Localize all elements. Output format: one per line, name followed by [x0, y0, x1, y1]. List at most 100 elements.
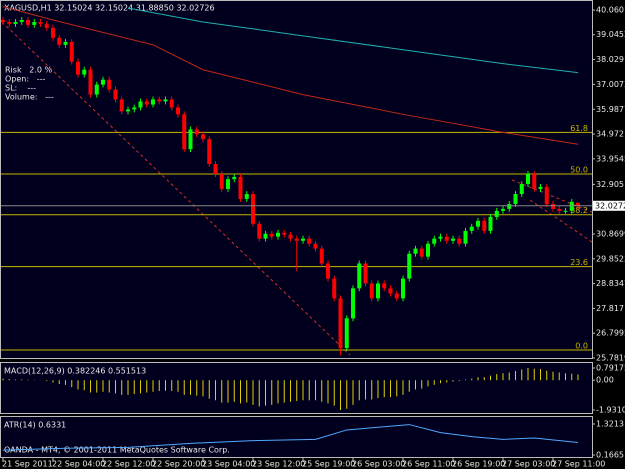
y-tick-label: -1.93103 — [596, 406, 625, 415]
candle-body — [1, 19, 5, 22]
candle-body — [138, 101, 143, 108]
candle-body — [126, 109, 130, 112]
candle-body — [444, 236, 449, 241]
candle-body — [44, 23, 49, 28]
y-tick-label: 0.1665 — [596, 451, 624, 460]
moving-average — [2, 6, 579, 145]
y-tick-label: 29.8523 — [596, 254, 625, 263]
y-tick-label: 33.9545 — [596, 154, 625, 163]
x-tick-label: 26 Sep 19:00 — [452, 460, 505, 469]
candle-body — [532, 174, 537, 189]
candle-body — [38, 21, 43, 24]
candle-body — [169, 99, 174, 108]
candle-body — [119, 99, 124, 112]
candle-body — [176, 107, 180, 115]
candle-body — [413, 248, 418, 254]
candle-body — [432, 238, 437, 244]
y-tick-label: 26.7995 — [596, 329, 625, 338]
candle-body — [576, 202, 580, 206]
candle-body — [244, 194, 249, 199]
candle-body — [7, 21, 12, 24]
main-panel — [0, 0, 593, 359]
y-tick-label: 25.7819 — [596, 354, 625, 363]
trend-line — [529, 199, 593, 243]
candle-body — [369, 283, 374, 299]
candle-body — [351, 288, 355, 319]
x-tick-label: 21 Sep 2011 — [2, 460, 53, 469]
y-tick-label: 0.00 — [596, 376, 614, 385]
candle-body — [301, 238, 305, 241]
y-tick-label: 1.3213 — [596, 420, 624, 429]
candle-body — [388, 288, 393, 294]
trend-line — [1, 21, 351, 356]
candle-body — [238, 176, 243, 199]
fib-label: 38.2 — [570, 206, 588, 215]
candle-body — [63, 41, 68, 45]
candle-body — [332, 278, 337, 299]
candle-body — [132, 107, 137, 110]
candle-body — [344, 318, 349, 349]
candle-body — [182, 114, 187, 150]
candle-body — [257, 223, 262, 239]
candle-body — [288, 234, 293, 239]
y-tick-label: 34.9721 — [596, 130, 625, 139]
candle-body — [207, 139, 212, 165]
candle-body — [544, 186, 549, 205]
x-tick-label: 27 Sep 11:00 — [552, 460, 605, 469]
candle-body — [51, 27, 55, 38]
candle-body — [438, 236, 443, 239]
indicator-title: ATR(14) 0.6331 — [4, 421, 66, 430]
info-text: Volume: --- — [5, 93, 54, 102]
candle-body — [401, 278, 405, 299]
candle-body — [157, 99, 162, 102]
candle-body — [13, 21, 18, 24]
candle-body — [201, 134, 205, 140]
x-tick-label: 23 Sep 04:00 — [202, 460, 255, 469]
fib-label: 50.0 — [570, 166, 588, 175]
y-tick-label: 28.8347 — [596, 279, 625, 288]
y-tick-label: 39.04525 — [596, 30, 625, 39]
candle-body — [476, 220, 480, 227]
candle-body — [276, 232, 280, 237]
x-tick-label: 23 Sep 12:00 — [252, 460, 305, 469]
candle-body — [57, 37, 62, 45]
candle-body — [363, 263, 368, 284]
candle-body — [94, 84, 99, 95]
indicator-title: MACD(12,26,9) 0.382246 0.551513 — [4, 367, 146, 376]
candle-body — [269, 233, 274, 237]
candle-body — [263, 233, 268, 239]
candle-body — [526, 174, 530, 185]
candle-body — [563, 210, 568, 212]
candle-body — [457, 238, 462, 244]
candle-body — [76, 61, 80, 75]
candle-body — [488, 216, 493, 231]
candle-body — [494, 210, 499, 217]
candle-body — [282, 232, 287, 235]
x-tick-label: 22 Sep 04:00 — [52, 460, 105, 469]
price-tag-bg — [593, 200, 625, 211]
x-tick-label: 26 Sep 03:00 — [352, 460, 405, 469]
candle-body — [188, 129, 193, 150]
candle-body — [107, 79, 112, 90]
chart-title: XAGUSD,H1 32.15024 32.15024 31.88850 32.… — [4, 4, 215, 13]
atr-panel — [0, 416, 593, 458]
candle-body — [357, 263, 362, 289]
info-text: Risk 2.0 % — [5, 66, 52, 75]
candle-body — [194, 129, 199, 135]
candle-body — [144, 101, 149, 105]
footer: OANDA - MT4, © 2001-2011 MetaQuotes Soft… — [4, 446, 230, 455]
candle-body — [569, 201, 574, 211]
candle-body — [163, 99, 168, 102]
candle-body — [376, 283, 380, 299]
fib-label: 61.8 — [570, 124, 588, 133]
candle-body — [326, 263, 330, 279]
candle-body — [101, 79, 105, 85]
candle-body — [226, 179, 230, 189]
y-tick-label: 27.8171 — [596, 304, 625, 313]
candle-body — [313, 243, 318, 249]
candle-body — [513, 194, 518, 205]
candle-body — [219, 174, 224, 189]
candle-body — [151, 99, 155, 105]
